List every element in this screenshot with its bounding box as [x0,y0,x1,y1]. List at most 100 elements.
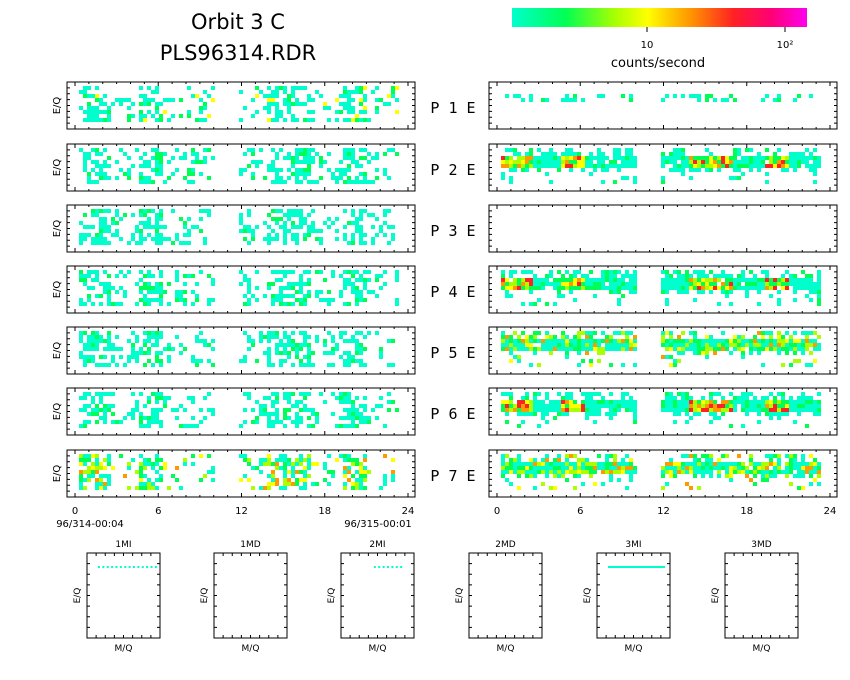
heatmap-cell [721,98,725,102]
heatmap-cell [689,160,693,164]
heatmap-cell [549,408,553,412]
heatmap-cell [187,274,191,278]
heatmap-cell [677,412,681,416]
heatmap-cell [749,148,753,152]
heatmap-cell [673,278,677,282]
heatmap-cell [271,102,275,106]
y-axis-label: E/Q [52,159,63,177]
heatmap-cell [709,458,713,462]
heatmap-cell [191,152,195,156]
heatmap-cell [87,404,91,408]
heatmap-cell [107,106,111,110]
heatmap-cell [87,392,91,396]
heatmap-cell [613,347,617,351]
heatmap-cell [303,152,307,156]
heatmap-cell [147,98,151,102]
heatmap-cell [765,478,769,482]
heatmap-cell [307,94,311,98]
heatmap-cell [697,98,701,102]
heatmap-cell [757,412,761,416]
heatmap-cell [359,416,363,420]
heatmap-cell [789,274,793,278]
heatmap-cell [521,160,525,164]
heatmap-cell [323,298,327,302]
heatmap-cell [139,412,143,416]
heatmap-cell [159,156,163,160]
heatmap-cell [569,290,573,294]
heatmap-cell [311,180,315,184]
y-axis-label: E/Q [52,281,63,299]
heatmap-cell [805,156,809,160]
heatmap-cell [347,164,351,168]
heatmap-cell [773,404,777,408]
heatmap-cell [813,359,817,363]
heatmap-cell [87,347,91,351]
heatmap-cell [809,298,813,302]
heatmap-cell [617,347,621,351]
heatmap-cell [287,156,291,160]
heatmap-cell [127,118,131,122]
heatmap-cell [263,458,267,462]
heatmap-cell [685,156,689,160]
heatmap-cell [805,278,809,282]
heatmap-cell [147,424,151,428]
heatmap-cell [203,90,207,94]
heatmap-cell [557,466,561,470]
heatmap-cell [521,270,525,274]
heatmap-cell [777,331,781,335]
heatmap-cell [817,298,821,302]
heatmap-cell [529,412,533,416]
heatmap-cell [299,486,303,490]
heatmap-cell [311,156,315,160]
heatmap-cell [83,359,87,363]
heatmap-cell [529,335,533,339]
heatmap-cell [355,347,359,351]
heatmap-cell [347,339,351,343]
heatmap-cell [267,474,271,478]
heatmap-cell [545,278,549,282]
heatmap-cell [95,233,99,237]
heatmap-cell [541,458,545,462]
heatmap-cell [509,164,513,168]
heatmap-cell [509,168,513,172]
heatmap-cell [247,478,251,482]
heatmap-cell [307,454,311,458]
heatmap-cell [267,98,271,102]
heatmap-cell [733,98,737,102]
heatmap-cell [79,298,83,302]
heatmap-cell [613,156,617,160]
heatmap-cell [91,160,95,164]
heatmap-cell [757,420,761,424]
heatmap-cell [805,400,809,404]
heatmap-cell [569,408,573,412]
heatmap-cell [103,412,107,416]
heatmap-cell [597,164,601,168]
heatmap-cell [781,282,785,286]
heatmap-cell [717,466,721,470]
heatmap-cell [813,148,817,152]
heatmap-cell [633,286,637,290]
heatmap-cell [729,408,733,412]
heatmap-cell [673,339,677,343]
heatmap-cell [573,486,577,490]
heatmap-cell [745,290,749,294]
heatmap-cell [597,148,601,152]
heatmap-cell [375,86,379,90]
heatmap-cell [275,233,279,237]
heatmap-cell [295,172,299,176]
heatmap-cell [243,331,247,335]
heatmap-cell [155,331,159,335]
heatmap-cell [275,110,279,114]
heatmap-cell [271,229,275,233]
heatmap-cell [665,396,669,400]
heatmap-cell [267,241,271,245]
heatmap-cell [395,86,399,90]
heatmap-cell [359,229,363,233]
heatmap-cell [179,241,183,245]
heatmap-cell [355,359,359,363]
heatmap-cell [773,470,777,474]
heatmap-cell [729,466,733,470]
heatmap-cell [565,98,569,102]
heatmap-cell [343,118,347,122]
heatmap-cell [693,351,697,355]
